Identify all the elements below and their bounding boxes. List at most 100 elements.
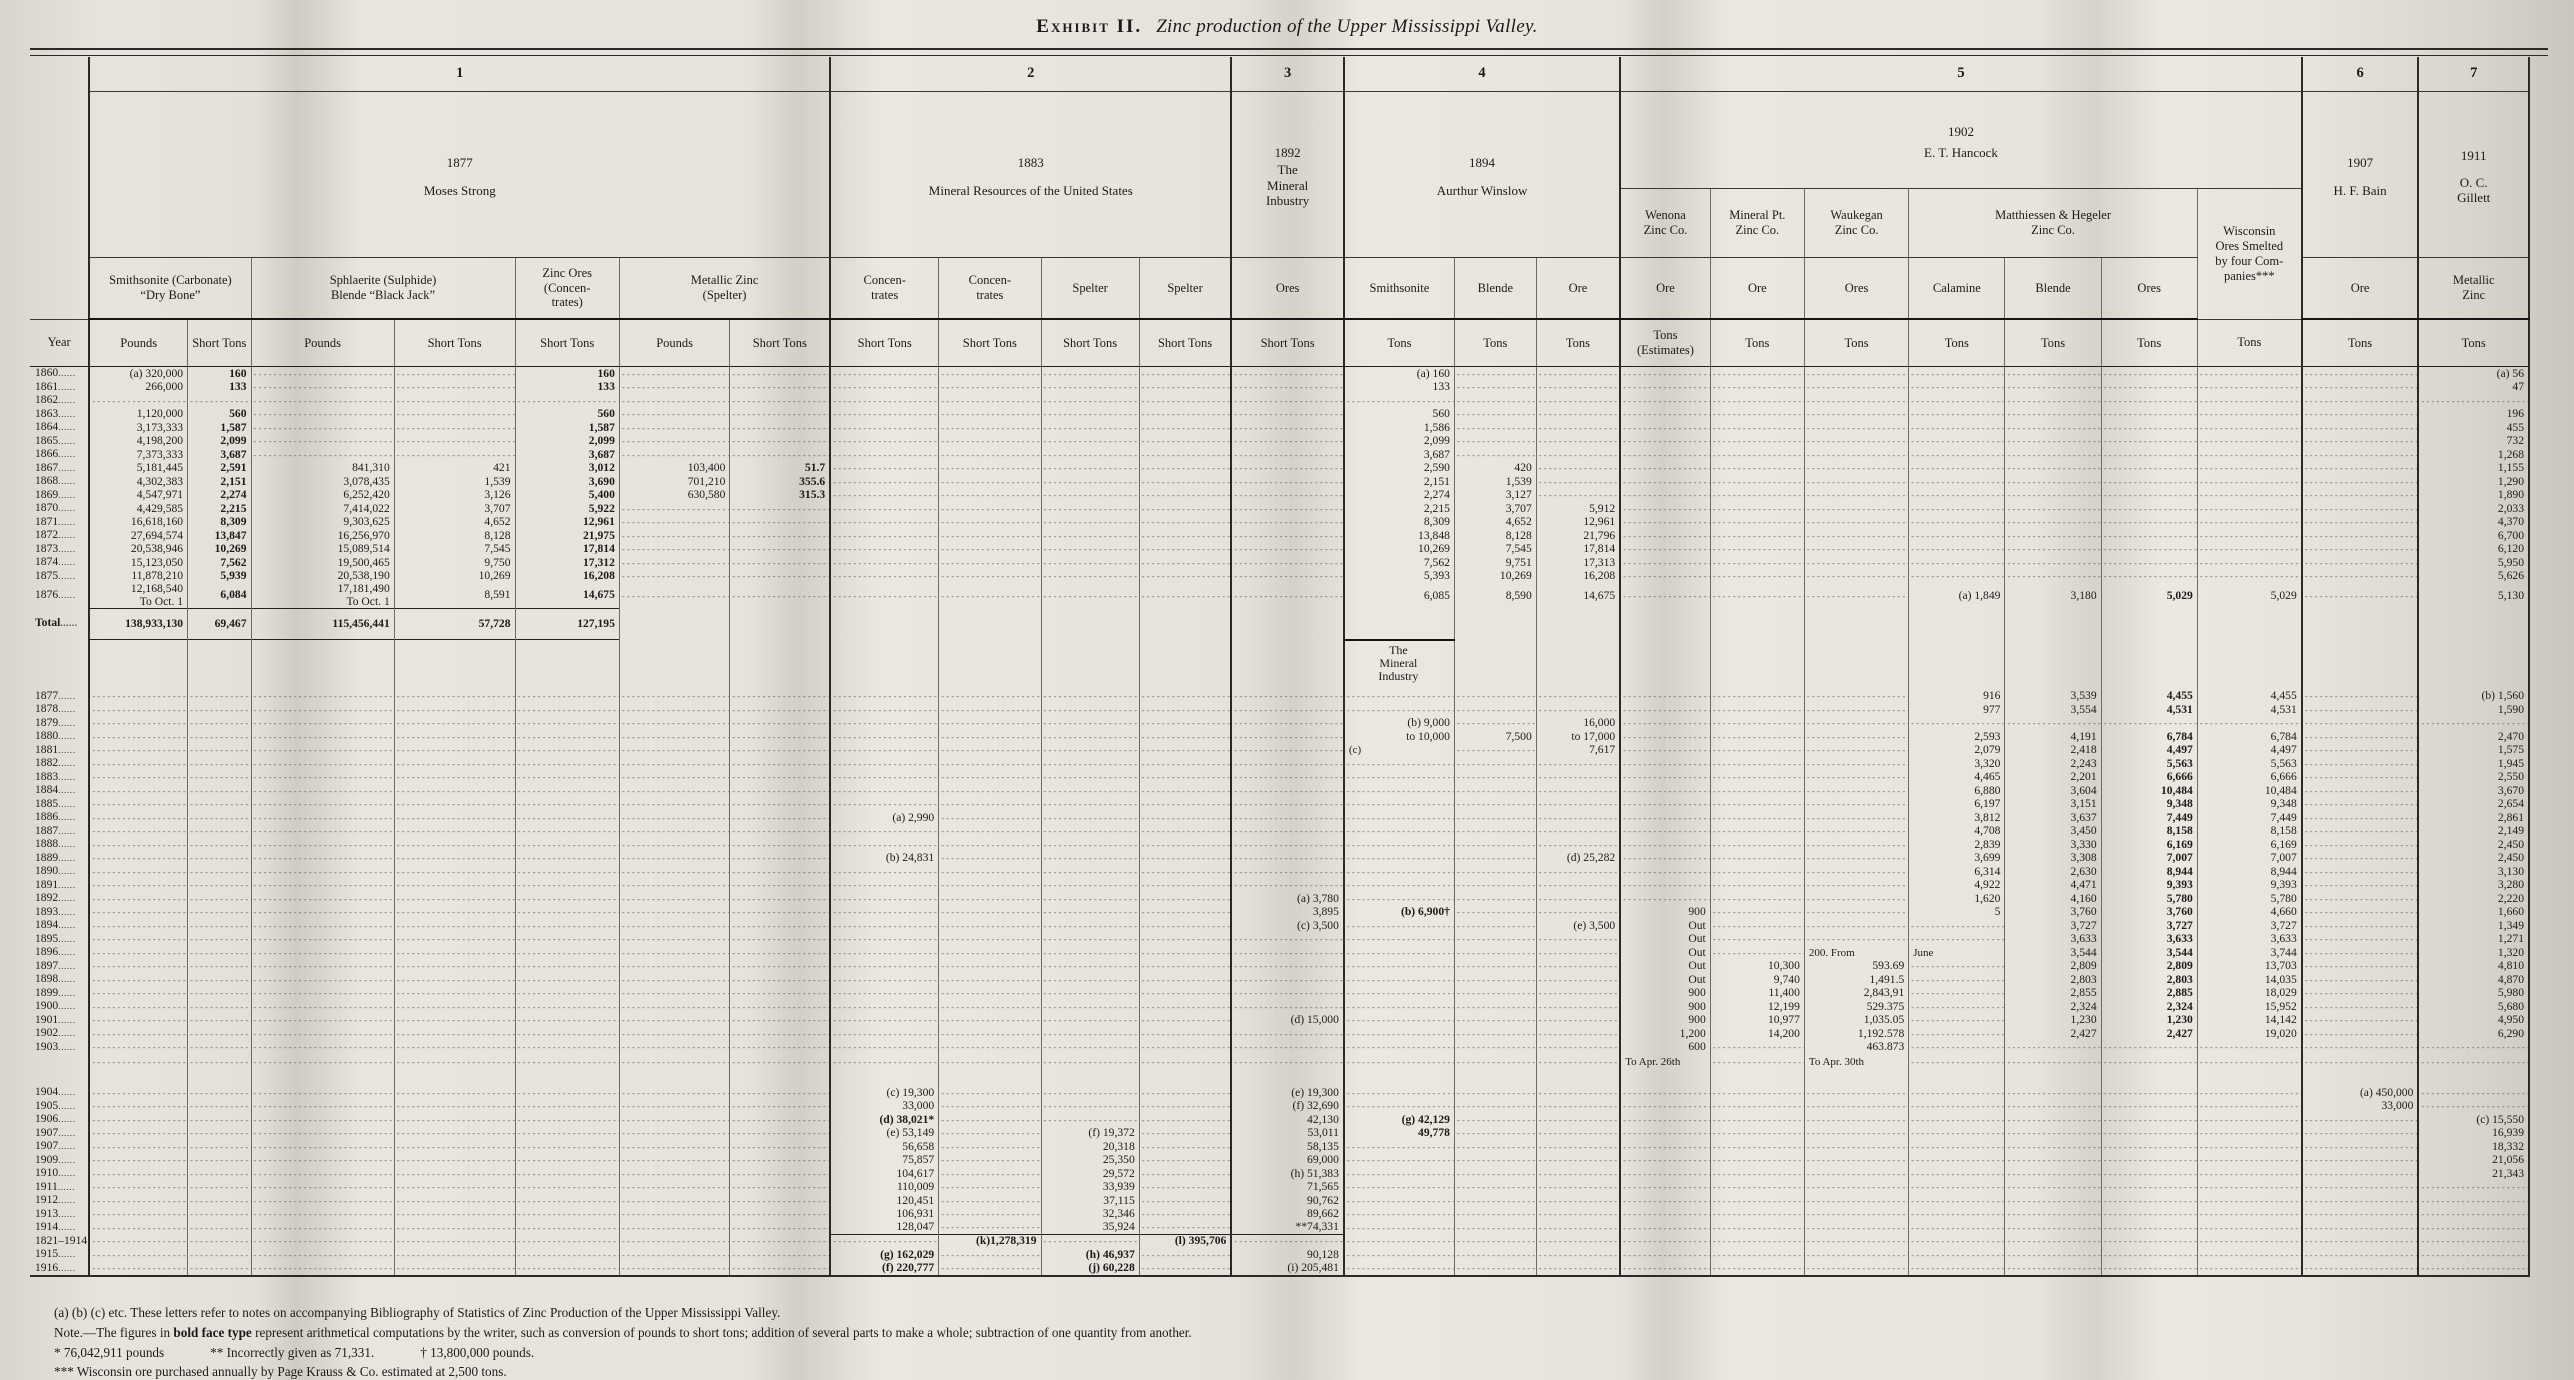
cell-col22: 6,784 — [2196, 730, 2302, 744]
cell-col4 — [393, 743, 515, 757]
cell-col10 — [1040, 743, 1140, 757]
cell-col10 — [1040, 919, 1140, 933]
cell-col4: 3,707 — [393, 502, 515, 516]
cell-col21 — [2100, 1248, 2198, 1262]
cell-col16 — [1619, 475, 1711, 489]
cell-col13 — [1342, 1000, 1455, 1014]
cell-col22 — [2196, 1207, 2302, 1221]
cell-col1 — [88, 716, 188, 730]
cell-col12 — [1230, 689, 1344, 703]
year-cell: 1886 — [30, 811, 89, 825]
unit-c18: Tons — [1803, 319, 1909, 367]
cell-col15 — [1535, 757, 1621, 771]
cell-col1: 4,429,585 — [88, 502, 188, 516]
cell-col9 — [938, 1113, 1042, 1127]
cell-col9 — [938, 932, 1042, 946]
cell-col23 — [2300, 1234, 2419, 1248]
cell-col7 — [729, 757, 831, 771]
cell-col20: 4,471 — [2004, 878, 2102, 892]
cell-col23 — [2300, 1013, 2419, 1027]
cell-col7 — [729, 1261, 831, 1277]
cell-col13 — [1342, 1261, 1455, 1277]
cell-col9 — [938, 639, 1042, 690]
cell-col8 — [829, 770, 939, 784]
cell-col19 — [1908, 1000, 2005, 1014]
cell-col4 — [393, 1013, 515, 1027]
year-cell: 1876 — [30, 583, 89, 609]
cell-col5 — [514, 919, 620, 933]
cell-col18 — [1803, 639, 1909, 690]
cell-col10 — [1040, 608, 1140, 640]
cell-col8 — [829, 973, 939, 987]
cell-col22 — [2196, 502, 2302, 516]
cell-col1 — [88, 1054, 188, 1071]
cell-col6 — [618, 932, 730, 946]
cell-col15: 21,796 — [1535, 529, 1621, 543]
cell-col15 — [1535, 689, 1621, 703]
cell-col14 — [1453, 932, 1537, 946]
cell-col11 — [1138, 461, 1232, 475]
cell-col8 — [829, 757, 939, 771]
cell-col20: 2,427 — [2004, 1027, 2102, 1041]
cell-col14 — [1453, 639, 1537, 690]
gap-row — [30, 1071, 2529, 1086]
cell-col16 — [1619, 380, 1711, 394]
cell-col15 — [1535, 639, 1621, 690]
cell-col9 — [938, 838, 1042, 852]
cell-col24: 2,033 — [2417, 502, 2529, 516]
cell-col18 — [1803, 878, 1909, 892]
company-wenona: Wenona Zinc Co. — [1619, 188, 1711, 258]
year-cell: 1888 — [30, 838, 89, 852]
cell-col6 — [618, 838, 730, 852]
cell-col13 — [1342, 811, 1455, 825]
cell-col1 — [88, 1234, 188, 1248]
cell-col2: 6,084 — [187, 583, 252, 609]
cell-col16 — [1619, 851, 1711, 865]
cell-col4 — [393, 1167, 515, 1181]
year-cell: 1864 — [30, 421, 89, 435]
cell-col9 — [938, 421, 1042, 435]
cell-col12 — [1230, 1000, 1344, 1014]
cell-col5 — [514, 1234, 620, 1248]
cell-col7 — [729, 502, 831, 516]
cell-col12: 90,762 — [1230, 1194, 1344, 1208]
cell-col16 — [1619, 878, 1711, 892]
cell-col19 — [1908, 1013, 2005, 1027]
cell-col14 — [1453, 905, 1537, 919]
cell-col18 — [1803, 502, 1909, 516]
cell-col4: 3,126 — [393, 488, 515, 502]
cell-col23 — [2300, 1126, 2419, 1140]
cell-col14 — [1453, 1040, 1537, 1054]
cell-col12 — [1230, 529, 1344, 543]
cell-col21 — [2100, 1040, 2198, 1054]
cell-col19: 3,812 — [1908, 811, 2005, 825]
cell-col5 — [514, 743, 620, 757]
cell-col9 — [938, 448, 1042, 462]
source-mineral-resources: 1883 Mineral Resources of the United Stat… — [829, 91, 1232, 258]
cell-col20 — [2004, 1126, 2102, 1140]
cell-col4 — [393, 1000, 515, 1014]
cell-col15: 16,000 — [1535, 716, 1621, 730]
cell-col7 — [729, 1071, 831, 1086]
cell-col13 — [1342, 892, 1455, 906]
cell-col11 — [1138, 784, 1232, 798]
unit-c6: Pounds — [618, 319, 730, 367]
cell-col1 — [88, 905, 188, 919]
cell-col2 — [187, 1071, 252, 1086]
cell-col21: 7,449 — [2100, 811, 2198, 825]
cell-col18 — [1803, 488, 1909, 502]
cell-col21: 6,666 — [2100, 770, 2198, 784]
cell-col9 — [938, 542, 1042, 556]
cell-col12 — [1230, 366, 1344, 381]
cell-col20: 3,308 — [2004, 851, 2102, 865]
cell-col6 — [618, 434, 730, 448]
cell-col23 — [2300, 757, 2419, 771]
cell-col5 — [514, 1071, 620, 1086]
cell-col3 — [250, 811, 395, 825]
cell-col7 — [729, 1113, 831, 1127]
cell-col24: 3,280 — [2417, 878, 2529, 892]
cell-col21: 7,007 — [2100, 851, 2198, 865]
cell-col11 — [1138, 380, 1232, 394]
year-cell: 1891 — [30, 879, 89, 893]
unit-c12: Short Tons — [1230, 319, 1344, 367]
